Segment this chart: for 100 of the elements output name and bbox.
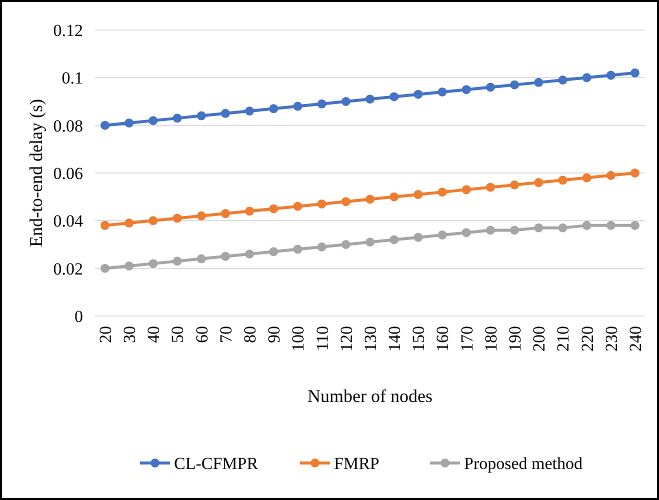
point: [148, 216, 158, 226]
point: [606, 70, 616, 80]
legend-label: CL-CFMPR: [174, 454, 259, 473]
x-tick-label: 130: [360, 326, 380, 352]
legend-label: Proposed method: [464, 454, 584, 473]
point: [630, 220, 640, 230]
point: [582, 220, 592, 230]
point: [172, 114, 182, 123]
y-tick-label: 0.02: [53, 259, 83, 278]
point: [390, 235, 399, 244]
point: [124, 118, 134, 128]
x-tick-label: 120: [336, 326, 356, 352]
point: [510, 180, 520, 190]
point: [293, 102, 302, 111]
point: [366, 94, 374, 104]
x-tick-label: 100: [288, 326, 308, 352]
x-tick-label: 30: [120, 326, 140, 343]
y-axis-title: End-to-end delay (s): [26, 99, 46, 247]
point: [414, 90, 423, 99]
x-tick-label: 200: [530, 326, 549, 352]
x-tick-label: 140: [385, 326, 404, 352]
point: [558, 76, 568, 85]
point: [172, 214, 182, 223]
point: [317, 199, 326, 208]
y-tick-label: 0.06: [53, 164, 83, 183]
point: [269, 204, 278, 214]
point: [293, 244, 302, 254]
x-tick-label: 90: [264, 326, 284, 343]
point: [100, 220, 110, 230]
point: [414, 190, 423, 199]
point: [534, 223, 544, 232]
point: [245, 106, 254, 116]
x-tick-label: 20: [96, 326, 115, 343]
point: [606, 170, 616, 180]
point: [341, 97, 350, 106]
point: [534, 78, 544, 87]
point: [100, 120, 110, 130]
x-tick-label: 210: [554, 326, 573, 352]
point: [534, 178, 544, 188]
point: [486, 82, 495, 92]
point: [245, 250, 254, 259]
y-tick-label: 0.1: [62, 68, 83, 88]
point: [148, 259, 158, 268]
point: [390, 192, 399, 202]
point: [220, 252, 230, 261]
x-tick-label: 60: [192, 326, 212, 343]
point: [486, 226, 495, 235]
x-tick-label: 220: [578, 326, 597, 352]
point: [172, 256, 182, 266]
legend-label: FMRP: [334, 454, 380, 473]
x-tick-label: 230: [602, 326, 621, 352]
point: [293, 202, 302, 211]
x-tick-label: 170: [457, 326, 476, 352]
point: [366, 238, 374, 247]
point: [196, 254, 206, 264]
x-tick-label: 50: [168, 326, 188, 343]
point: [630, 68, 640, 78]
x-tick-label: 150: [409, 326, 428, 352]
point: [269, 104, 278, 114]
x-tick-label: 40: [144, 326, 164, 343]
point: [124, 218, 134, 228]
point: [220, 209, 230, 218]
point: [269, 247, 278, 256]
point: [486, 182, 495, 192]
point: [438, 87, 447, 96]
point: [414, 232, 423, 242]
point: [582, 73, 592, 82]
x-tick-label: 70: [216, 326, 236, 343]
y-tick-label: 0.08: [53, 116, 83, 136]
point: [148, 116, 158, 126]
point: [558, 223, 568, 232]
point: [510, 226, 520, 235]
point: [341, 240, 350, 249]
x-tick-label: 80: [240, 326, 260, 343]
point: [462, 185, 471, 194]
x-tick-label: 110: [312, 326, 332, 351]
point: [317, 242, 326, 252]
point: [366, 194, 374, 204]
point: [582, 173, 592, 182]
point: [100, 264, 110, 273]
x-tick-label: 160: [433, 326, 452, 352]
point: [245, 206, 254, 216]
y-tick-label: 0.12: [53, 20, 83, 40]
point: [220, 108, 230, 118]
point: [462, 85, 471, 94]
point: [438, 230, 447, 240]
y-tick-label: 0.04: [53, 212, 84, 231]
x-tick-label: 180: [481, 326, 500, 352]
point: [124, 261, 134, 270]
x-tick-label: 240: [626, 326, 645, 352]
point: [341, 197, 350, 206]
x-axis-title: Number of nodes: [308, 386, 432, 406]
point: [462, 228, 471, 238]
point: [390, 92, 399, 102]
point: [317, 99, 326, 108]
point: [438, 188, 447, 197]
point: [606, 220, 616, 230]
x-tick-label: 190: [505, 326, 524, 352]
point: [196, 111, 206, 120]
point: [558, 176, 568, 185]
